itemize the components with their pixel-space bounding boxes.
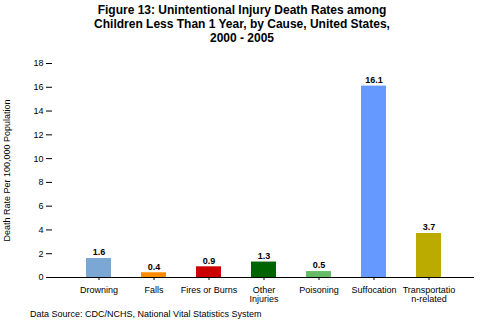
html-text:Data Source: CDC/NCHS, Nationa: Data Source: CDC/NCHS, National Vital St…: [30, 309, 262, 319]
svg-text:1.6: 1.6: [93, 247, 106, 257]
svg-text:8: 8: [38, 177, 43, 187]
svg-text:Drowning: Drowning: [80, 285, 118, 295]
svg-text:0.4: 0.4: [148, 262, 161, 272]
svg-text:Fires or Burns: Fires or Burns: [181, 285, 238, 295]
svg-text:0: 0: [38, 272, 43, 282]
svg-text:16.1: 16.1: [365, 75, 383, 85]
svg-text:2: 2: [38, 249, 43, 259]
svg-text:Transportation-related: Transportation-related: [403, 285, 456, 304]
svg-text:6: 6: [38, 201, 43, 211]
svg-text:12: 12: [33, 130, 43, 140]
svg-text:0.9: 0.9: [203, 256, 216, 266]
svg-text:4: 4: [38, 225, 43, 235]
svg-text:3.7: 3.7: [423, 222, 436, 232]
svg-text:Death Rate Per 100,000 Populat: Death Rate Per 100,000 Population: [2, 99, 12, 241]
svg-text:Poisoning: Poisoning: [299, 285, 339, 295]
svg-text:OtherInjuries: OtherInjuries: [249, 285, 279, 304]
svg-text:1.3: 1.3: [258, 251, 271, 261]
svg-text:0.5: 0.5: [313, 260, 326, 270]
svg-text:Suffocation: Suffocation: [352, 285, 397, 295]
svg-text:16: 16: [33, 82, 43, 92]
html-text:Figure 13: Unintentional Injur: Figure 13: Unintentional Injury Death Ra…: [94, 3, 390, 45]
svg-text:Falls: Falls: [144, 285, 164, 295]
svg-text:10: 10: [33, 153, 43, 163]
svg-text:14: 14: [33, 106, 43, 116]
svg-text:18: 18: [33, 58, 43, 68]
